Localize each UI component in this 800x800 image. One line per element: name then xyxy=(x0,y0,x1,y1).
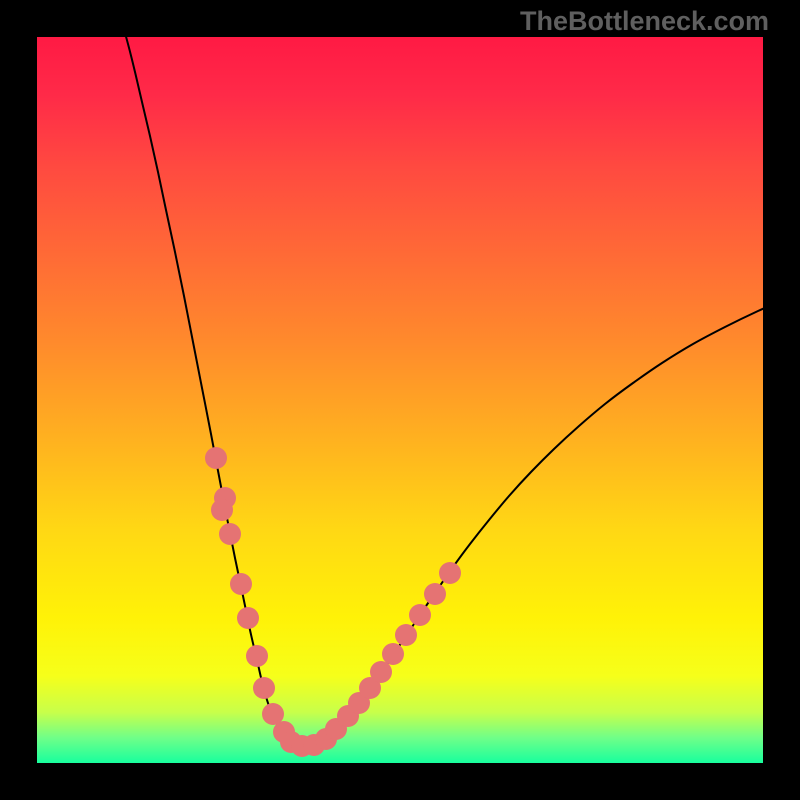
watermark-text: TheBottleneck.com xyxy=(520,6,769,37)
plot-area xyxy=(37,37,763,763)
frame: TheBottleneck.com xyxy=(0,0,800,800)
